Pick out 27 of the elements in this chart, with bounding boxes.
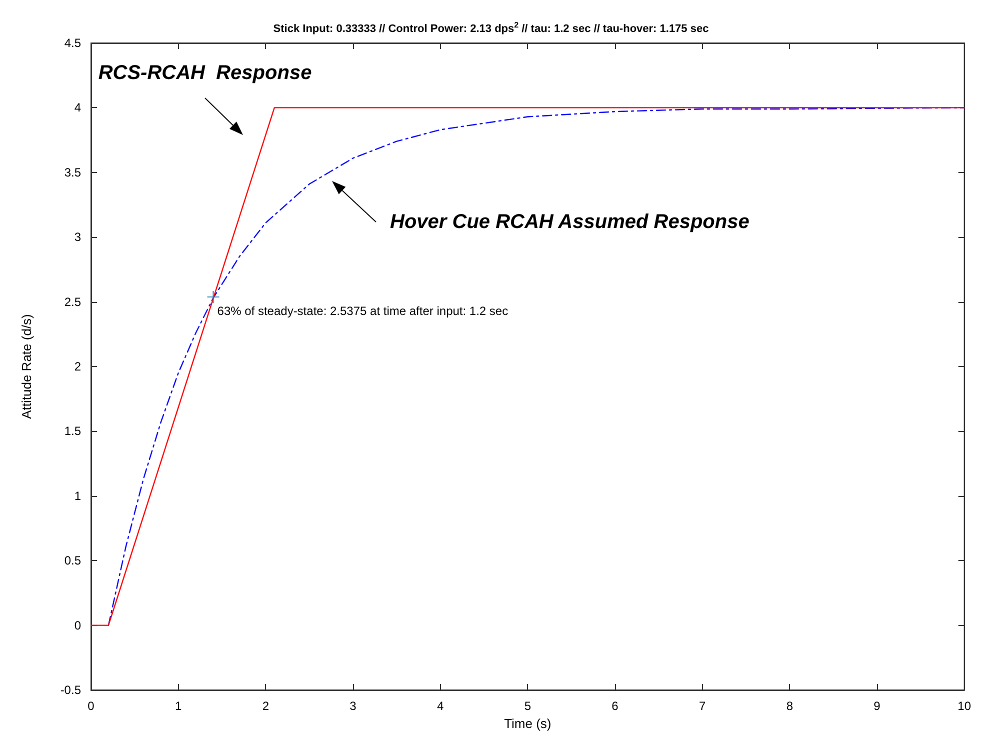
x-tick-label: 4 [436, 699, 444, 713]
x-tick-label: 7 [698, 699, 706, 713]
x-tick-label: 8 [786, 699, 794, 713]
annotation: RCS-RCAH Response [98, 62, 312, 84]
x-axis-title: Time (s) [504, 716, 552, 731]
y-tick-label: -0.5 [60, 683, 82, 697]
annotation: Hover Cue RCAH Assumed Response [390, 211, 750, 233]
y-tick-label: 2.5 [64, 294, 82, 309]
x-tick-label: 9 [874, 699, 881, 713]
y-tick-label: 3 [74, 230, 82, 244]
y-tick-label: 1.5 [64, 424, 82, 438]
y-axis-title: Attitude Rate (d/s) [19, 314, 34, 419]
y-tick-label: 0 [74, 618, 82, 632]
x-tick-label: 6 [612, 699, 619, 713]
x-tick-label: 10 [958, 699, 972, 713]
annotation: 63% of steady-state: 2.5375 at time after input: 1.2 sec [217, 304, 508, 318]
y-tick-label: 3.5 [64, 165, 82, 180]
y-tick-label: 0.5 [64, 554, 82, 568]
x-tick-label: 1 [174, 699, 182, 713]
y-tick-label: 1 [74, 488, 82, 503]
y-tick-label: 2 [74, 360, 82, 374]
x-tick-label: 0 [88, 699, 95, 713]
x-tick-label: 5 [524, 699, 532, 713]
x-tick-label: 2 [262, 699, 270, 713]
y-tick-label: 4 [74, 100, 82, 115]
y-tick-label: 4.5 [64, 36, 82, 50]
x-tick-label: 3 [350, 699, 357, 713]
